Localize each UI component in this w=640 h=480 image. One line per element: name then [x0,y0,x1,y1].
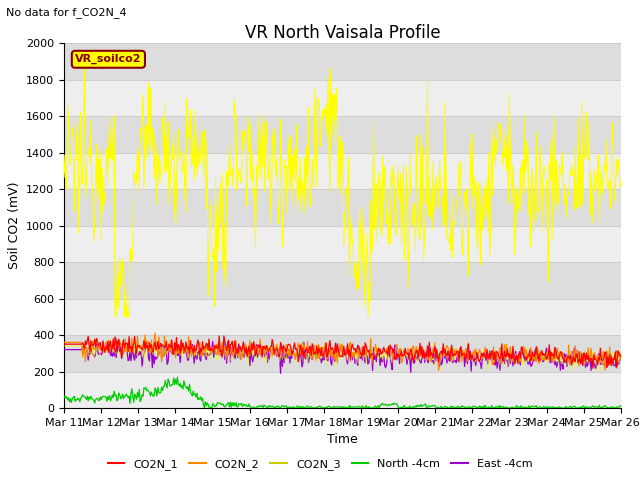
Bar [64,116,621,153]
Y-axis label: Soil CO2 (mV): Soil CO2 (mV) [8,182,20,269]
Bar [64,80,621,116]
Bar [64,43,621,80]
Legend: CO2N_1, CO2N_2, CO2N_3, North -4cm, East -4cm: CO2N_1, CO2N_2, CO2N_3, North -4cm, East… [103,455,537,474]
Bar [64,189,621,226]
Bar [64,262,621,299]
Title: VR North Vaisala Profile: VR North Vaisala Profile [244,24,440,42]
Bar [64,335,621,372]
Bar [64,372,621,408]
Bar [64,153,621,189]
Text: VR_soilco2: VR_soilco2 [75,54,141,64]
Bar [64,226,621,262]
Text: No data for f_CO2N_4: No data for f_CO2N_4 [6,7,127,18]
X-axis label: Time: Time [327,433,358,446]
Bar [64,299,621,335]
